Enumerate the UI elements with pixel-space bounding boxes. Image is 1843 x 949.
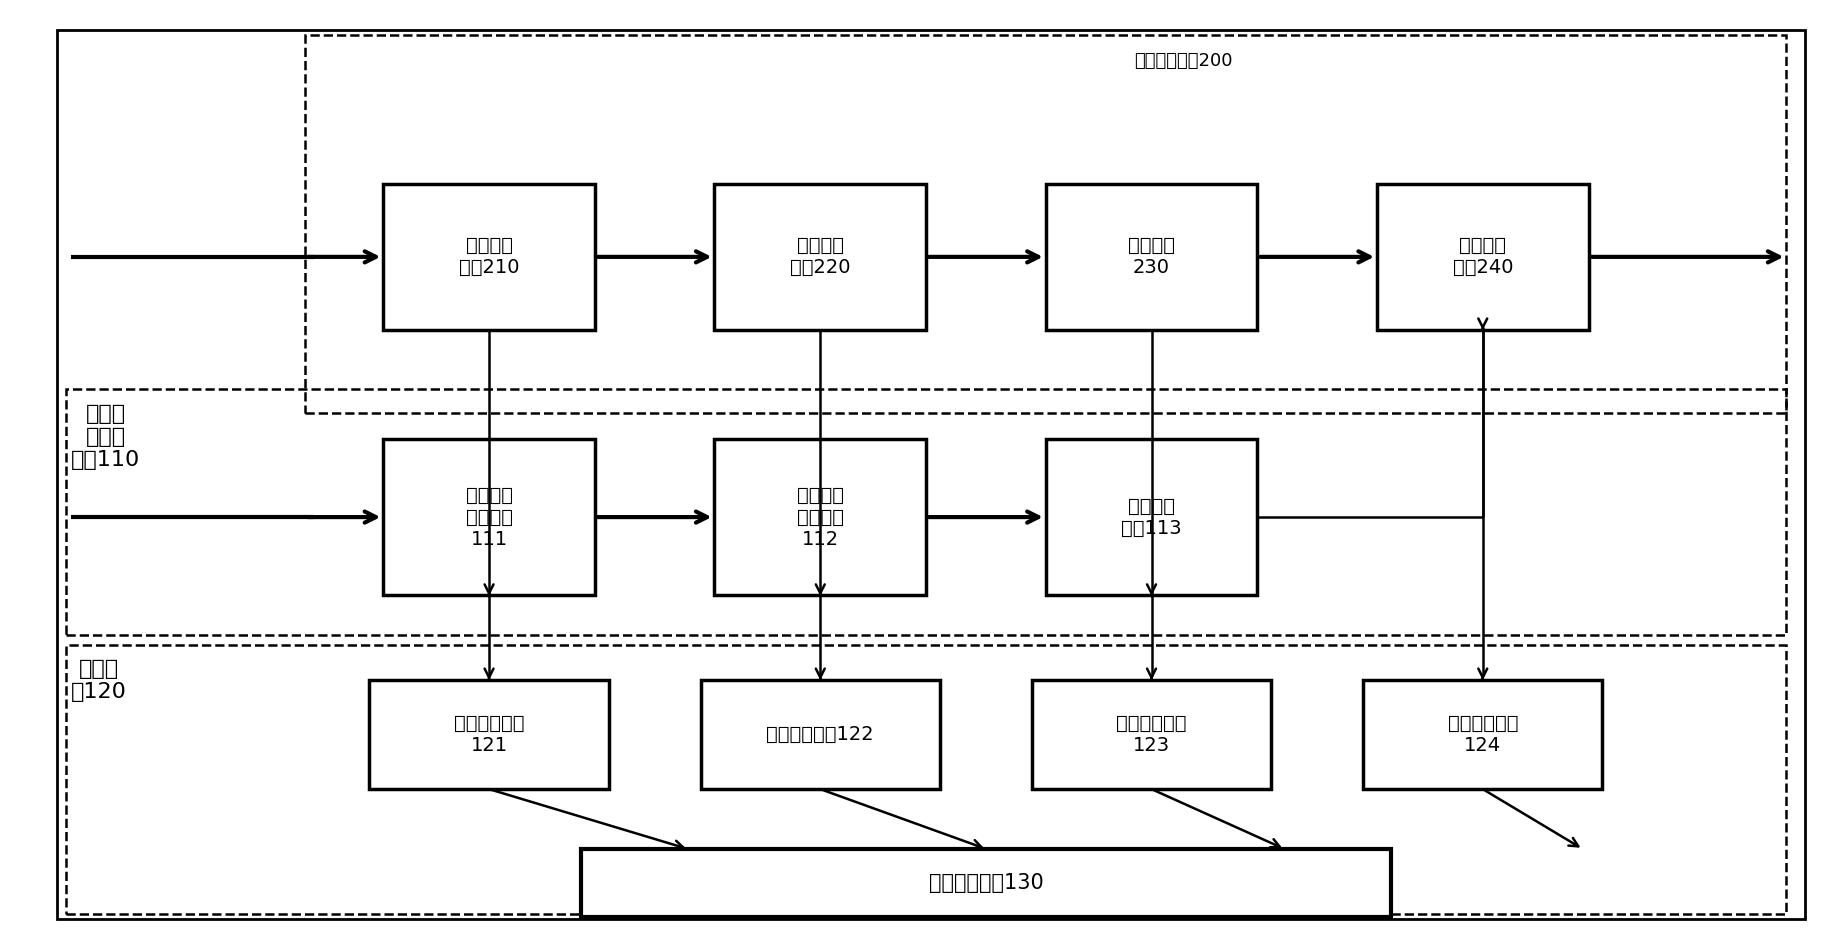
Text: 扭矩请求系统200: 扭矩请求系统200 bbox=[1135, 51, 1233, 69]
Text: 模拟扭矩
滤波模块
112: 模拟扭矩 滤波模块 112 bbox=[796, 486, 844, 549]
Bar bbox=[581, 849, 1391, 918]
Bar bbox=[383, 183, 595, 330]
Text: 故障诊断模块130: 故障诊断模块130 bbox=[929, 873, 1043, 893]
Bar bbox=[1045, 183, 1257, 330]
Bar bbox=[1364, 680, 1602, 790]
Bar bbox=[66, 389, 1786, 636]
Bar bbox=[715, 183, 925, 330]
Text: 第一判断模块
121: 第一判断模块 121 bbox=[453, 715, 523, 755]
Text: 第四判断模块
124: 第四判断模块 124 bbox=[1447, 715, 1519, 755]
Bar bbox=[1045, 439, 1257, 595]
Bar bbox=[700, 680, 940, 790]
Text: 模拟扭矩
仲裁113: 模拟扭矩 仲裁113 bbox=[1121, 496, 1181, 537]
Text: 扭矩滤波
模块220: 扭矩滤波 模块220 bbox=[791, 236, 850, 277]
Text: 判断模
块120: 判断模 块120 bbox=[72, 659, 127, 702]
Bar bbox=[306, 34, 1786, 413]
Bar bbox=[1377, 183, 1589, 330]
Text: 第三判断模块
123: 第三判断模块 123 bbox=[1117, 715, 1187, 755]
Text: 扭矩输出
模块240: 扭矩输出 模块240 bbox=[1452, 236, 1513, 277]
Text: 第二判断模块122: 第二判断模块122 bbox=[767, 725, 874, 744]
Bar bbox=[715, 439, 925, 595]
Bar bbox=[66, 644, 1786, 915]
Bar bbox=[369, 680, 608, 790]
Text: 扭矩解析
模块210: 扭矩解析 模块210 bbox=[459, 236, 520, 277]
Bar bbox=[1032, 680, 1272, 790]
Text: 模拟扭
矩生成
模块110: 模拟扭 矩生成 模块110 bbox=[72, 403, 140, 470]
Text: 模拟扭矩
解析模块
111: 模拟扭矩 解析模块 111 bbox=[466, 486, 512, 549]
Text: 扭矩仲裁
230: 扭矩仲裁 230 bbox=[1128, 236, 1176, 277]
Bar bbox=[383, 439, 595, 595]
